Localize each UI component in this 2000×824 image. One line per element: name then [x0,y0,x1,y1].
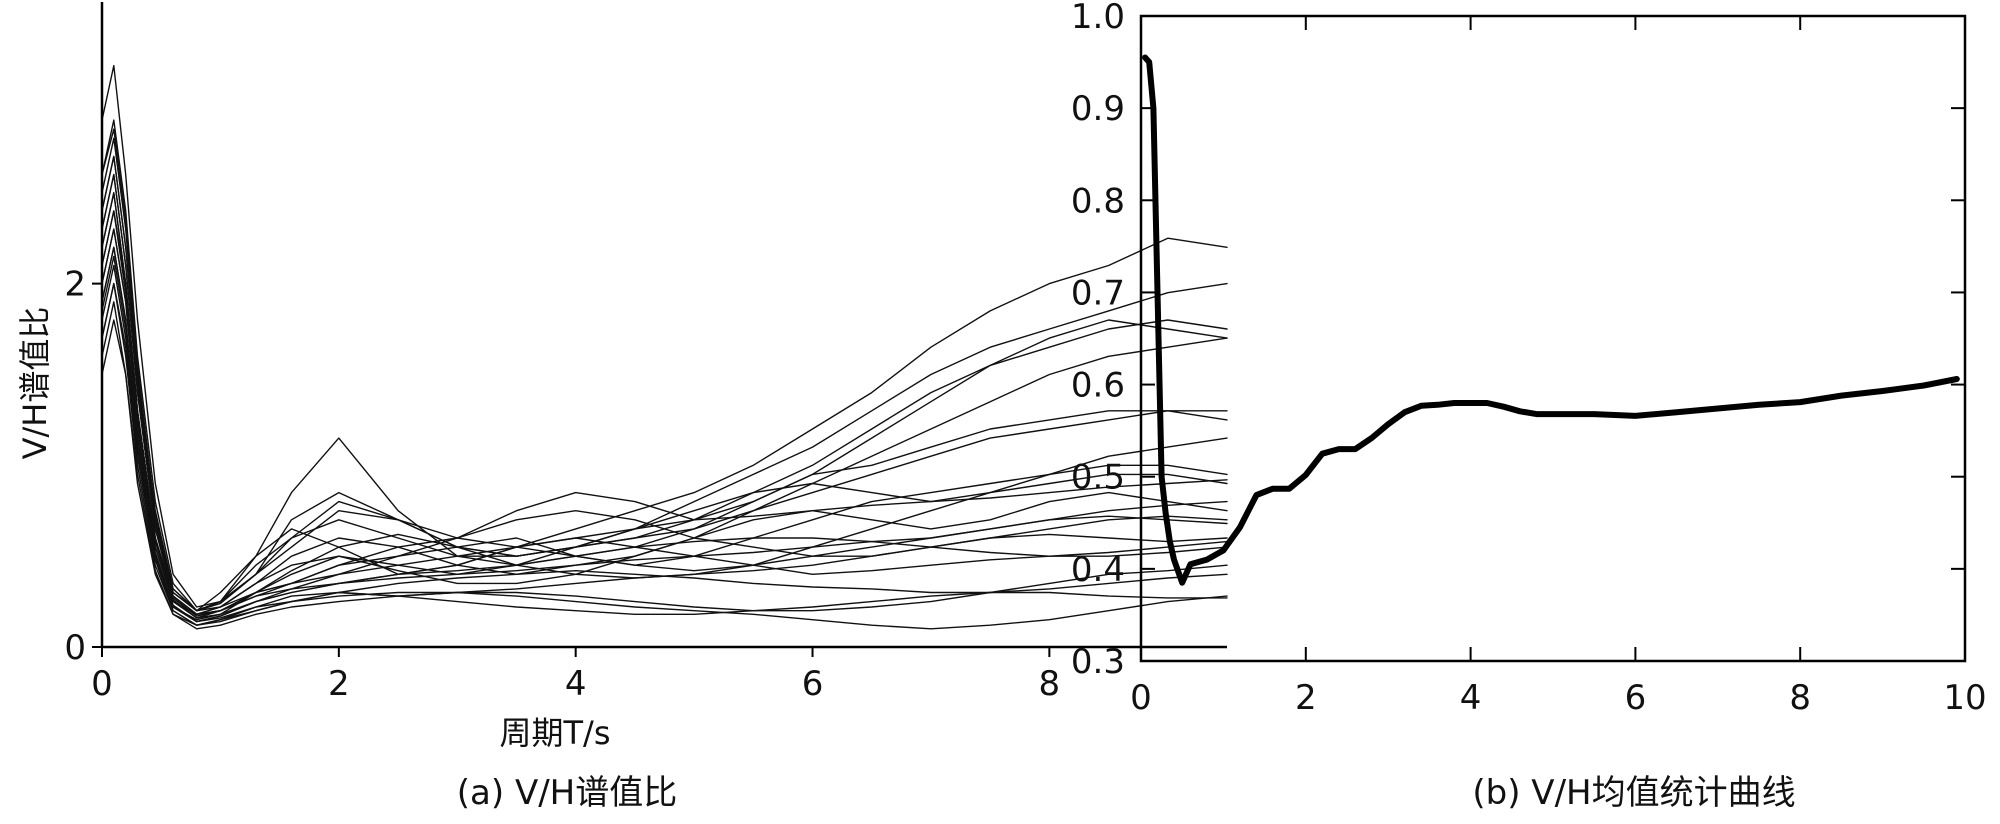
y-tick-label: 0 [64,628,86,668]
x-tick-label: 8 [1789,678,1811,718]
panel-b-ticks: 0 2 4 6 8 10 0.3 0.4 0.5 0.6 0.7 0.8 0.9 1.0 [1071,0,1987,718]
y-tick-label: 0.6 [1071,366,1125,406]
x-tick-label: 8 [1039,664,1061,704]
y-tick-label: 0.8 [1071,181,1125,221]
panel-b-caption: (b) V/H均值统计曲线 [1472,773,1795,813]
panel-b-series-group [1142,54,1960,586]
panel-a-ticks: 0 2 4 6 8 0 2 [64,265,1060,704]
x-tick-label: 4 [565,664,587,704]
x-tick-label: 0 [1130,678,1152,718]
series-line [101,137,1228,612]
series-line [101,301,1228,630]
panel-a-series-group [101,64,1228,630]
series-line [101,128,1228,612]
x-tick-label: 0 [91,664,113,704]
series-line [101,210,1228,619]
x-tick-label: 2 [1295,678,1317,718]
series-line [101,192,1228,615]
series-line [101,64,1228,608]
panel-a-vh-spectral-ratio: 0 2 4 6 8 0 2 周期T/s V/H谱值比 (a) V/H谱值比 [16,2,1228,813]
y-tick-label: 0.9 [1071,89,1125,129]
panel-a-x-axis-title: 周期T/s [499,714,610,752]
y-tick-label: 0.4 [1071,550,1125,590]
x-tick-label: 4 [1460,678,1482,718]
series-line [101,282,1228,626]
y-tick-label: 0.7 [1071,273,1125,313]
panel-b-plot-frame [1139,14,1967,663]
series-line [101,246,1228,621]
x-tick-label: 6 [802,664,824,704]
series-line [101,173,1228,615]
series-line [101,155,1228,612]
x-tick-label: 2 [328,664,350,704]
series-line [101,155,1228,612]
y-tick-label: 2 [64,265,86,305]
panel-a-caption: (a) V/H谱值比 [457,773,677,813]
panel-a-y-axis-title: V/H谱值比 [16,307,54,460]
x-tick-label: 10 [1943,678,1986,718]
series-line [101,119,1228,612]
series-line [101,246,1228,630]
x-tick-label: 6 [1625,678,1647,718]
series-line [1142,54,1960,586]
panel-b-vh-mean-curve: 0 2 4 6 8 10 0.3 0.4 0.5 0.6 0.7 0.8 0.9 1.0 (b) V/H均… [1071,0,1987,813]
y-tick-label: 0.3 [1071,642,1125,682]
series-line [101,255,1228,623]
y-tick-label: 0.5 [1071,458,1125,498]
y-tick-label: 1.0 [1071,0,1125,37]
